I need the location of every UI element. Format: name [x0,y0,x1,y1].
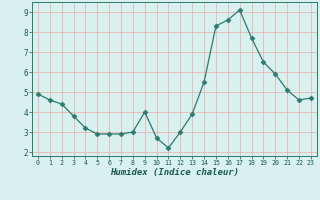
X-axis label: Humidex (Indice chaleur): Humidex (Indice chaleur) [110,168,239,177]
